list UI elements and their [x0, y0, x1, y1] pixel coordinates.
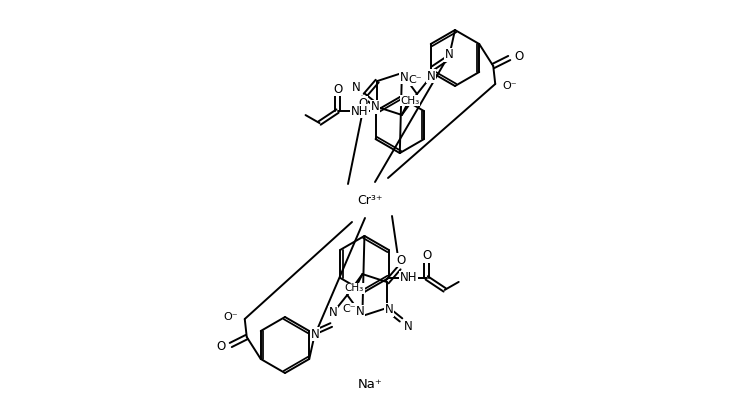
Text: N: N — [445, 49, 453, 61]
Text: O: O — [422, 249, 431, 263]
Text: C⁻: C⁻ — [408, 75, 422, 85]
Text: Cr³⁺: Cr³⁺ — [357, 193, 383, 207]
Text: C⁻: C⁻ — [342, 304, 356, 314]
Text: N: N — [399, 71, 408, 83]
Text: O: O — [396, 254, 405, 267]
Text: O: O — [333, 83, 342, 96]
Text: N: N — [427, 70, 436, 83]
Text: Na⁺: Na⁺ — [358, 378, 382, 391]
Text: N: N — [385, 303, 393, 317]
Text: CH₃: CH₃ — [345, 283, 364, 293]
Text: O: O — [216, 341, 225, 353]
Text: O⁻: O⁻ — [502, 81, 516, 91]
Text: N: N — [352, 81, 361, 94]
Text: NH: NH — [400, 272, 417, 284]
Text: N: N — [370, 101, 379, 113]
Text: N: N — [329, 306, 338, 319]
Text: N: N — [356, 306, 365, 319]
Text: NH: NH — [350, 105, 368, 117]
Text: O: O — [359, 97, 368, 110]
Text: CH₃: CH₃ — [400, 96, 419, 106]
Text: O: O — [514, 49, 524, 63]
Text: O⁻: O⁻ — [224, 312, 238, 322]
Text: N: N — [311, 328, 319, 341]
Text: N: N — [404, 320, 413, 333]
